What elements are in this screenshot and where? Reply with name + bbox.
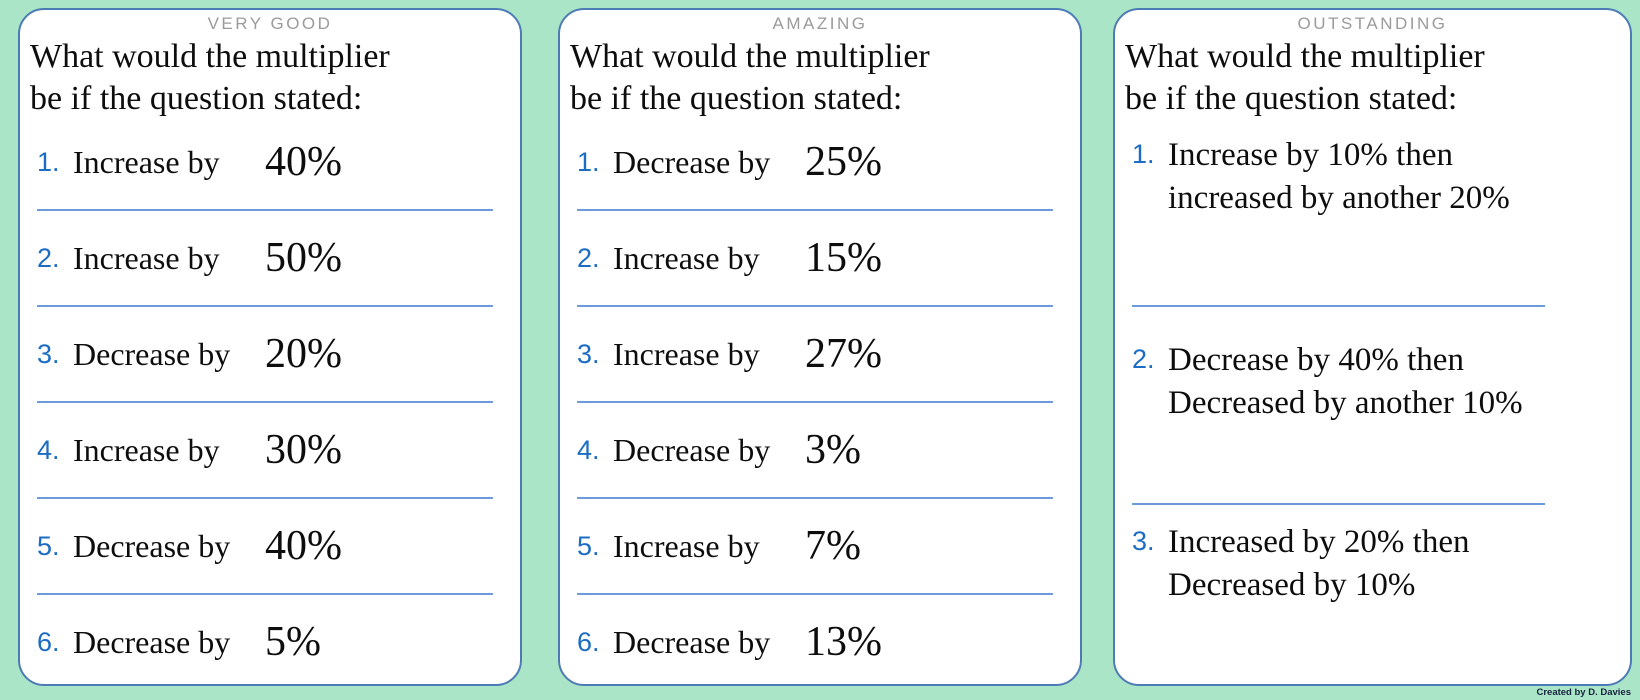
panel-title-line2: be if the question stated: xyxy=(570,80,903,117)
item-value: 3% xyxy=(805,427,861,473)
panel-title-line2: be if the question stated: xyxy=(30,80,363,117)
item-text-line2: increased by another 20% xyxy=(1168,180,1510,216)
item-text-line1: Decrease by 40% then xyxy=(1168,342,1464,378)
item-value: 30% xyxy=(265,427,342,473)
item-number: 3. xyxy=(577,338,600,369)
item-number: 6. xyxy=(577,626,600,657)
divider-line xyxy=(37,593,493,595)
divider-line xyxy=(37,497,493,499)
divider-line xyxy=(577,497,1053,499)
divider-line xyxy=(577,401,1053,403)
list-item: 1. Decrease by 25% xyxy=(560,134,1080,190)
panel-title: What would the multiplier be if the ques… xyxy=(570,36,1080,120)
panel-title: What would the multiplier be if the ques… xyxy=(30,36,520,120)
panel-amazing: AMAZING What would the multiplier be if … xyxy=(558,8,1082,686)
item-label: Decrease by xyxy=(613,623,771,660)
panel-header: OUTSTANDING xyxy=(1297,14,1448,33)
item-label: Decrease by xyxy=(73,527,231,564)
divider-line xyxy=(577,305,1053,307)
item-label: Decrease by xyxy=(613,143,771,180)
item-value: 40% xyxy=(265,139,342,185)
divider-line xyxy=(37,209,493,211)
item-number: 4. xyxy=(37,434,60,465)
item-number: 6. xyxy=(37,626,60,657)
item-value: 20% xyxy=(265,331,342,377)
divider-line xyxy=(1132,503,1545,505)
list-item: 3. Increase by 27% xyxy=(560,326,1080,382)
item-label: Increase by xyxy=(613,527,760,564)
item-value: 5% xyxy=(265,619,321,665)
item-number: 2. xyxy=(37,242,60,273)
item-label: Increase by xyxy=(73,143,220,180)
item-text: Increased by 20% then Decreased by 10% xyxy=(1168,521,1469,607)
item-value: 7% xyxy=(805,523,861,569)
question-list: 1. Decrease by 25% 2. Increase by 15% 3.… xyxy=(560,134,1080,670)
list-item: 1. Increase by 10% then increased by ano… xyxy=(1115,134,1630,220)
list-item: 2. Decrease by 40% then Decreased by ano… xyxy=(1115,339,1630,425)
item-number: 1. xyxy=(37,146,60,177)
item-value: 15% xyxy=(805,235,882,281)
item-text-line2: Decreased by 10% xyxy=(1168,567,1416,603)
question-list: 1. Increase by 40% 2. Increase by 50% 3.… xyxy=(20,134,520,670)
list-item: 2. Increase by 15% xyxy=(560,230,1080,286)
item-number: 5. xyxy=(577,530,600,561)
item-text-line1: Increased by 20% then xyxy=(1168,524,1470,560)
panel-header: AMAZING xyxy=(772,14,868,33)
panel-title-line1: What would the multiplier xyxy=(30,38,390,75)
list-item: 4. Increase by 30% xyxy=(20,422,520,478)
item-number: 2. xyxy=(1132,344,1155,374)
list-item: 3. Increased by 20% then Decreased by 10… xyxy=(1115,521,1630,607)
list-item: 6. Decrease by 13% xyxy=(560,614,1080,670)
question-list: 1. Increase by 10% then increased by ano… xyxy=(1115,134,1630,607)
panel-outstanding: OUTSTANDING What would the multiplier be… xyxy=(1113,8,1632,686)
credit-text: Created by D. Davies xyxy=(1536,687,1631,698)
item-value: 25% xyxy=(805,139,882,185)
panel-very-good: VERY GOOD What would the multiplier be i… xyxy=(18,8,522,686)
list-item: 6. Decrease by 5% xyxy=(20,614,520,670)
item-label: Decrease by xyxy=(73,623,231,660)
item-value: 13% xyxy=(805,619,882,665)
item-text: Decrease by 40% then Decreased by anothe… xyxy=(1168,339,1523,425)
item-label: Decrease by xyxy=(73,335,231,372)
panel-title-line1: What would the multiplier xyxy=(1125,38,1485,75)
item-label: Increase by xyxy=(613,239,760,276)
panel-title: What would the multiplier be if the ques… xyxy=(1125,36,1630,120)
item-text-line2: Decreased by another 10% xyxy=(1168,385,1523,421)
list-item: 5. Decrease by 40% xyxy=(20,518,520,574)
item-number: 1. xyxy=(577,146,600,177)
divider-line xyxy=(37,305,493,307)
list-item: 3. Decrease by 20% xyxy=(20,326,520,382)
panel-header: VERY GOOD xyxy=(207,14,333,33)
list-item: 2. Increase by 50% xyxy=(20,230,520,286)
item-label: Increase by xyxy=(73,239,220,276)
item-number: 4. xyxy=(577,434,600,465)
divider-line xyxy=(37,401,493,403)
divider-line xyxy=(577,209,1053,211)
list-item: 1. Increase by 40% xyxy=(20,134,520,190)
item-label: Increase by xyxy=(73,431,220,468)
item-number: 1. xyxy=(1132,139,1155,169)
item-value: 50% xyxy=(265,235,342,281)
panel-title-line2: be if the question stated: xyxy=(1125,80,1458,117)
list-item: 5. Increase by 7% xyxy=(560,518,1080,574)
item-text-line1: Increase by 10% then xyxy=(1168,137,1453,173)
item-label: Decrease by xyxy=(613,431,771,468)
item-number: 5. xyxy=(37,530,60,561)
item-value: 40% xyxy=(265,523,342,569)
list-item: 4. Decrease by 3% xyxy=(560,422,1080,478)
item-label: Increase by xyxy=(613,335,760,372)
item-number: 2. xyxy=(577,242,600,273)
item-number: 3. xyxy=(1132,526,1155,556)
panel-title-line1: What would the multiplier xyxy=(570,38,930,75)
item-value: 27% xyxy=(805,331,882,377)
divider-line xyxy=(577,593,1053,595)
item-number: 3. xyxy=(37,338,60,369)
divider-line xyxy=(1132,305,1545,307)
item-text: Increase by 10% then increased by anothe… xyxy=(1168,134,1510,220)
